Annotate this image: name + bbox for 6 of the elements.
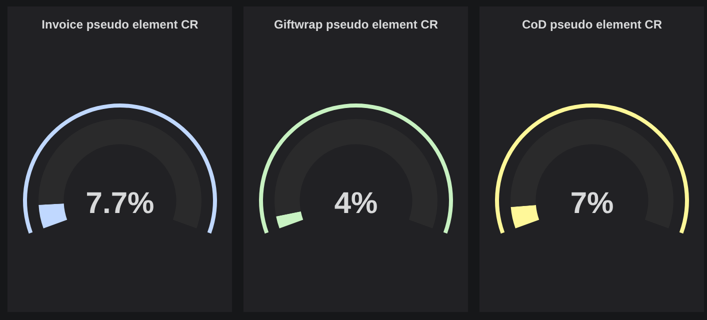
text: 7% — [570, 187, 614, 220]
text: 7.7% — [86, 187, 154, 220]
chart-title: Giftwrap pseudo element CR — [274, 18, 438, 32]
chart-title: Invoice pseudo element CR — [42, 18, 199, 32]
chart-title: CoD pseudo element CR — [522, 18, 662, 32]
text: 4% — [334, 187, 378, 220]
